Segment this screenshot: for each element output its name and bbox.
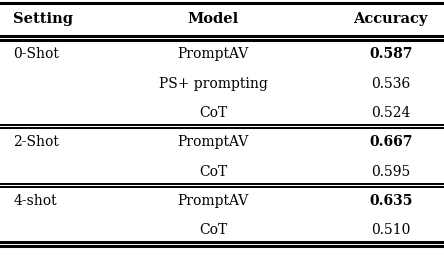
Text: 0.635: 0.635 <box>369 194 412 208</box>
Text: 0.667: 0.667 <box>369 135 412 149</box>
Text: PromptAV: PromptAV <box>178 47 249 61</box>
Text: CoT: CoT <box>199 106 227 120</box>
Text: Setting: Setting <box>13 12 73 26</box>
Text: 0.510: 0.510 <box>371 223 410 237</box>
Text: 0.536: 0.536 <box>371 76 410 91</box>
Text: 0-Shot: 0-Shot <box>13 47 59 61</box>
Text: Model: Model <box>187 12 239 26</box>
Text: 2-Shot: 2-Shot <box>13 135 59 149</box>
Text: PromptAV: PromptAV <box>178 194 249 208</box>
Text: Accuracy: Accuracy <box>353 12 428 26</box>
Text: 0.595: 0.595 <box>371 165 410 179</box>
Text: 4-shot: 4-shot <box>13 194 57 208</box>
Text: 0.524: 0.524 <box>371 106 410 120</box>
Text: PS+ prompting: PS+ prompting <box>159 76 268 91</box>
Text: CoT: CoT <box>199 165 227 179</box>
Text: CoT: CoT <box>199 223 227 237</box>
Text: 0.587: 0.587 <box>369 47 412 61</box>
Text: PromptAV: PromptAV <box>178 135 249 149</box>
